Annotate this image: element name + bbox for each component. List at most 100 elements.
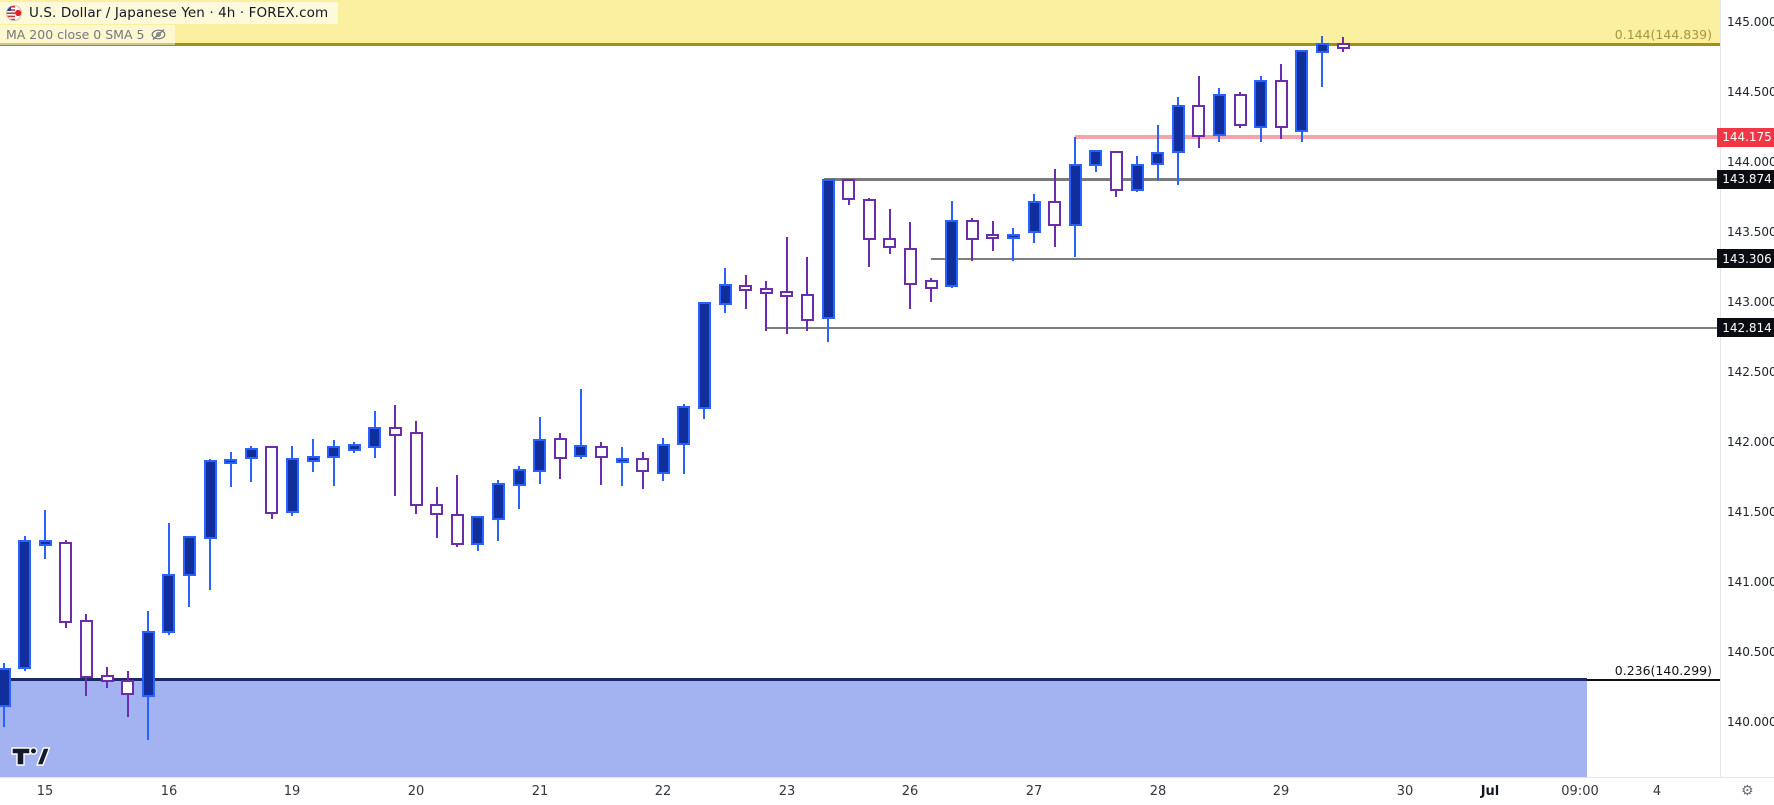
candle-wick bbox=[1321, 35, 1324, 88]
bull-candle-body bbox=[18, 540, 32, 670]
bear-candle-body bbox=[59, 541, 73, 624]
bear-candle-body bbox=[800, 293, 814, 321]
indicator-legend-row[interactable]: MA 200 close 0 SMA 5 bbox=[0, 25, 176, 45]
bear-candle-body bbox=[986, 233, 1000, 239]
price-chart-pane[interactable]: 0.144(144.839) 0.236(140.299) bbox=[0, 0, 1720, 777]
gear-icon[interactable]: ⚙ bbox=[1741, 783, 1754, 799]
bear-candle-body bbox=[100, 674, 114, 683]
symbol-title: U.S. Dollar / Japanese Yen · 4h · FOREX.… bbox=[29, 5, 329, 21]
price-level-label: 143.874 bbox=[1717, 169, 1774, 189]
candle-wick bbox=[930, 277, 932, 302]
time-tick-label: 19 bbox=[283, 784, 301, 799]
bull-candle-body bbox=[945, 219, 959, 288]
tradingview-logo[interactable] bbox=[10, 741, 51, 771]
bear-candle-body bbox=[553, 437, 567, 460]
bull-candle-body bbox=[697, 302, 711, 410]
bull-candle-body bbox=[1068, 163, 1082, 226]
time-tick-label: Jul bbox=[1480, 784, 1500, 799]
candle-wick bbox=[621, 447, 623, 487]
fib-band bbox=[0, 678, 1587, 777]
time-tick-label: 29 bbox=[1272, 784, 1290, 799]
bull-candle-body bbox=[491, 482, 505, 520]
bull-candle-body bbox=[1171, 104, 1185, 153]
bear-candle-body bbox=[883, 237, 897, 249]
bear-candle-body bbox=[265, 446, 279, 515]
candle-wick bbox=[312, 438, 314, 473]
bull-candle-body bbox=[821, 178, 835, 320]
bull-candle-body bbox=[1130, 163, 1144, 191]
price-tick-label: 144.500 bbox=[1727, 84, 1774, 99]
bear-candle-body bbox=[121, 680, 135, 695]
symbol-legend-row[interactable]: U.S. Dollar / Japanese Yen · 4h · FOREX.… bbox=[0, 2, 339, 24]
candle-wick bbox=[600, 441, 603, 486]
candle-wick bbox=[785, 237, 788, 334]
bull-candle-body bbox=[1006, 233, 1020, 239]
bull-candle-body bbox=[38, 540, 52, 546]
bear-candle-body bbox=[1109, 150, 1123, 191]
bull-candle-body bbox=[224, 458, 238, 465]
bull-candle-body bbox=[1089, 149, 1103, 166]
candle-wick bbox=[229, 451, 232, 487]
price-tick-label: 144.000 bbox=[1727, 154, 1774, 169]
horizontal-ray[interactable] bbox=[931, 257, 1720, 260]
price-tick-label: 145.000 bbox=[1727, 14, 1774, 29]
time-tick-label: 28 bbox=[1149, 784, 1167, 799]
candle-wick bbox=[394, 405, 397, 497]
bull-candle-body bbox=[718, 283, 732, 306]
bear-candle-body bbox=[79, 619, 93, 678]
bear-candle-body bbox=[903, 247, 917, 285]
time-tick-label: 09:00 bbox=[1561, 784, 1599, 799]
bull-candle-body bbox=[347, 443, 361, 452]
bull-candle-body bbox=[0, 667, 11, 708]
bull-candle-body bbox=[1254, 79, 1268, 128]
price-tick-label: 141.000 bbox=[1727, 574, 1774, 589]
bear-candle-body bbox=[739, 285, 753, 292]
bull-candle-body bbox=[1315, 43, 1329, 54]
time-tick-label: 23 bbox=[778, 784, 796, 799]
horizontal-ray[interactable] bbox=[1075, 135, 1720, 140]
time-tick-label: 21 bbox=[531, 784, 549, 799]
bear-candle-body bbox=[430, 503, 444, 516]
bull-candle-body bbox=[285, 457, 299, 513]
bear-candle-body bbox=[780, 290, 794, 298]
price-tick-label: 140.000 bbox=[1727, 714, 1774, 729]
time-tick-label: 22 bbox=[654, 784, 672, 799]
price-tick-label: 140.500 bbox=[1727, 644, 1774, 659]
price-tick-label: 142.500 bbox=[1727, 364, 1774, 379]
bull-candle-body bbox=[141, 631, 155, 698]
bear-candle-body bbox=[862, 198, 876, 240]
candle-wick bbox=[518, 465, 520, 509]
price-tick-label: 141.500 bbox=[1727, 504, 1774, 519]
candle-wick bbox=[888, 209, 891, 255]
price-level-label: 142.814 bbox=[1717, 318, 1774, 338]
indicator-label: MA 200 close 0 SMA 5 bbox=[6, 27, 145, 42]
bear-candle-body bbox=[965, 219, 979, 240]
bull-candle-body bbox=[1027, 201, 1041, 233]
candle-wick bbox=[250, 445, 253, 483]
candle-wick bbox=[456, 475, 459, 547]
bull-candle-body bbox=[1212, 93, 1226, 137]
bear-candle-body bbox=[842, 178, 856, 201]
time-tick-label: 16 bbox=[160, 784, 178, 799]
bull-candle-body bbox=[244, 447, 258, 460]
horizontal-ray[interactable] bbox=[824, 177, 1720, 181]
time-tick-label: 26 bbox=[901, 784, 919, 799]
bull-candle-body bbox=[182, 535, 196, 576]
bull-candle-body bbox=[615, 457, 629, 463]
bear-candle-body bbox=[409, 432, 423, 506]
bear-candle-body bbox=[1336, 43, 1350, 49]
bull-candle-body bbox=[1295, 50, 1309, 132]
time-scale[interactable]: ⚙ 15 16 19 20 21 22 23 26 27 28 29 30 Jul 09:00 4 bbox=[0, 777, 1774, 805]
bear-candle-body bbox=[1192, 104, 1206, 138]
eye-off-icon[interactable] bbox=[150, 27, 167, 42]
horizontal-ray[interactable] bbox=[766, 326, 1720, 329]
price-scale[interactable]: 145.000 144.500 144.000 143.500 143.000 142.5… bbox=[1717, 0, 1774, 777]
candle-wick bbox=[1012, 227, 1015, 262]
bull-candle-body bbox=[471, 516, 485, 545]
bear-candle-body bbox=[1274, 79, 1288, 128]
chart-legend: U.S. Dollar / Japanese Yen · 4h · FOREX.… bbox=[0, 0, 339, 45]
bear-candle-body bbox=[388, 426, 402, 436]
bull-candle-body bbox=[306, 456, 320, 462]
time-tick-label: 27 bbox=[1025, 784, 1043, 799]
